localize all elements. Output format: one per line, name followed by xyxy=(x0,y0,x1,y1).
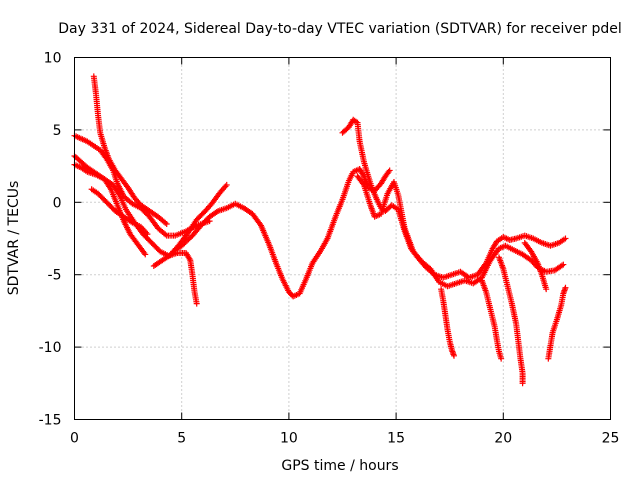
series-track-11 xyxy=(478,277,505,362)
data-point xyxy=(193,300,200,307)
series-track-9 xyxy=(354,173,567,290)
series-track-3 xyxy=(71,152,200,307)
series-track-10 xyxy=(438,286,457,359)
series-track-12 xyxy=(496,254,526,387)
series-track-13 xyxy=(521,239,550,293)
data-point xyxy=(519,380,526,387)
series-track-4 xyxy=(71,161,149,258)
data-point xyxy=(560,261,567,268)
plot-frame xyxy=(74,57,611,420)
y-tick-label: -10 xyxy=(39,340,62,356)
y-tick-label: -15 xyxy=(39,413,62,429)
data-point xyxy=(543,286,550,293)
series-track-7 xyxy=(170,165,393,300)
x-tick-labels: 0 5 10 15 20 25 xyxy=(70,431,619,447)
x-tick-label: 15 xyxy=(387,431,405,447)
data-points xyxy=(71,73,569,387)
data-point xyxy=(223,181,230,188)
data-point xyxy=(142,251,149,258)
y-tick-label: 10 xyxy=(44,51,62,67)
chart-title: Day 331 of 2024, Sidereal Day-to-day VTE… xyxy=(58,21,622,37)
data-point xyxy=(562,284,569,291)
x-axis-label: GPS time / hours xyxy=(281,458,398,474)
x-tick-label: 5 xyxy=(177,431,186,447)
y-tick-label: 0 xyxy=(53,195,62,211)
data-point xyxy=(386,167,393,174)
data-point xyxy=(450,352,457,359)
data-point xyxy=(144,231,151,238)
data-point xyxy=(163,221,170,228)
x-tick-label: 10 xyxy=(280,431,298,447)
x-tick-label: 20 xyxy=(494,431,512,447)
x-tick-label: 25 xyxy=(602,431,620,447)
series-track-6 xyxy=(150,181,230,270)
y-tick-label: -5 xyxy=(48,268,62,284)
data-point xyxy=(498,355,505,362)
data-point xyxy=(562,235,569,242)
series-track-5 xyxy=(88,186,151,238)
y-tick-label: 5 xyxy=(53,123,62,139)
y-axis-label: SDTVAR / TECUs xyxy=(6,181,22,296)
series-track-2 xyxy=(71,132,213,239)
series-track-14 xyxy=(545,284,569,362)
y-tick-labels: -15 -10 -5 0 5 10 xyxy=(39,51,62,429)
x-tick-label: 0 xyxy=(70,431,79,447)
